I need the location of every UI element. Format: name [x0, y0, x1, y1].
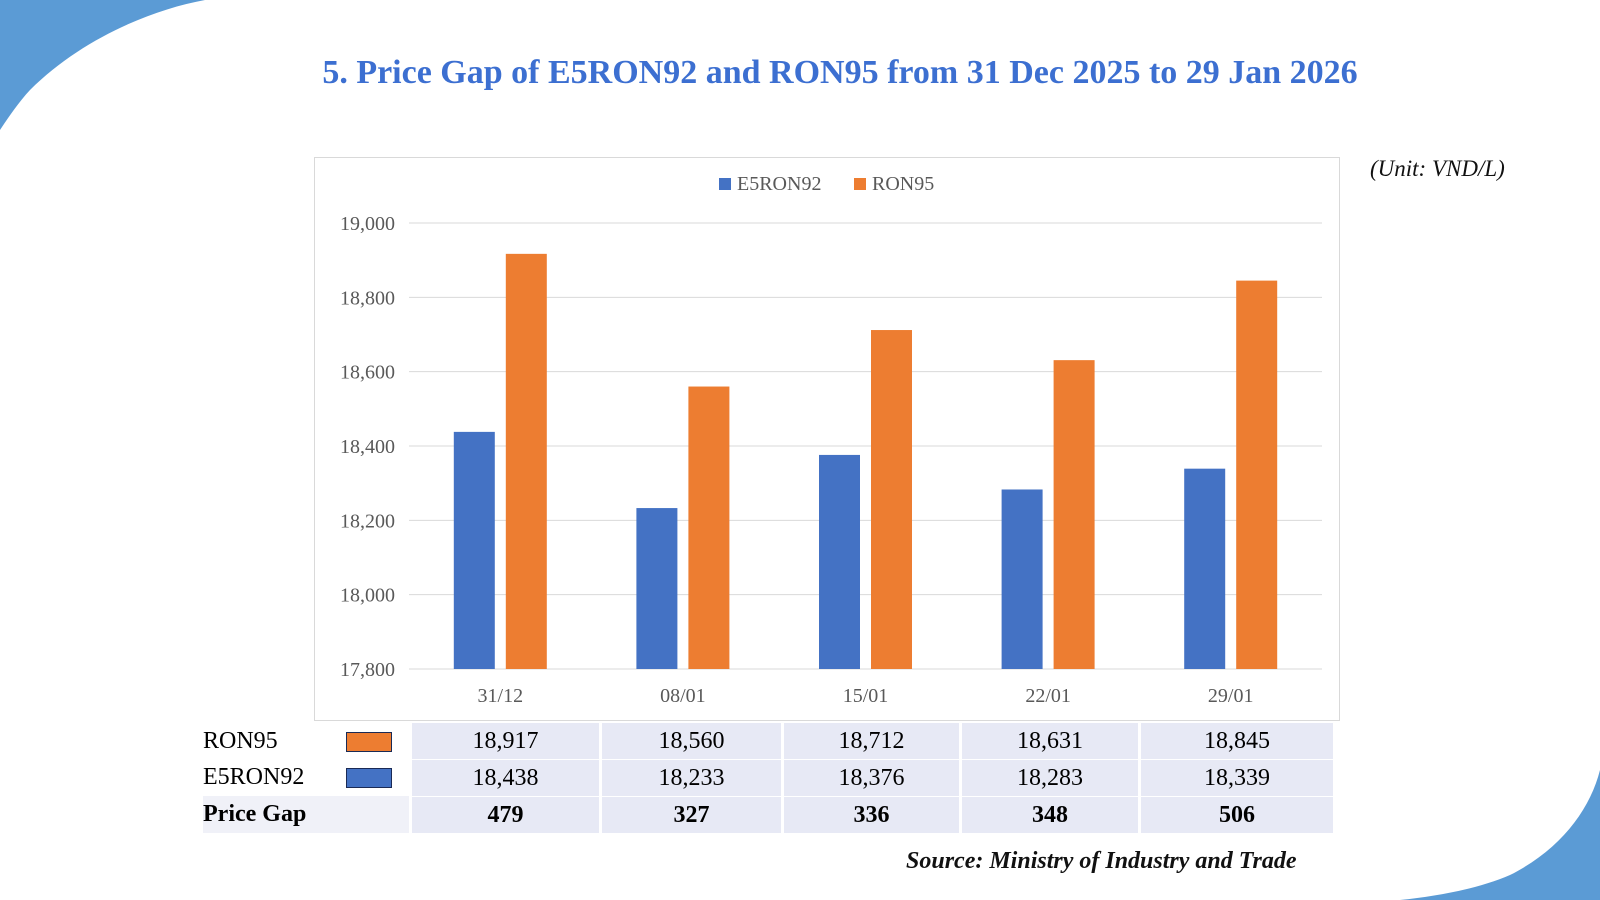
bar-e5ron92	[819, 454, 860, 669]
y-tick-label: 17,800	[340, 659, 395, 681]
table-row-e5ron92: E5RON92 18,438 18,233 18,376 18,283 18,3…	[203, 759, 1333, 796]
table-row-price-gap: Price Gap 479 327 336 348 506	[203, 796, 1333, 833]
x-tick-label: 15/01	[843, 685, 889, 707]
unit-label: (Unit: VND/L)	[1370, 156, 1505, 181]
row-label-text: RON95	[203, 727, 278, 754]
y-tick-label: 18,400	[340, 436, 395, 458]
y-tick-label: 18,000	[340, 585, 395, 607]
x-tick-label: 29/01	[1208, 685, 1254, 707]
y-tick-label: 18,600	[340, 362, 395, 384]
bar-ron95	[688, 386, 730, 669]
bar-ron95	[871, 330, 912, 669]
table-cell: 18,712	[781, 723, 959, 759]
row-label-text: E5RON92	[203, 764, 305, 790]
table-cell: 506	[1138, 796, 1333, 833]
bar-ron95	[505, 253, 547, 669]
table-cell: 18,438	[409, 759, 599, 796]
page-title: 5. Price Gap of E5RON92 and RON95 from 3…	[322, 54, 1358, 91]
row-label: Price Gap	[203, 796, 409, 833]
bar-ron95	[1236, 280, 1278, 669]
source-note: Source: Ministry of Industry and Trade	[906, 848, 1297, 874]
y-tick-label: 18,800	[340, 287, 395, 309]
table-row-ron95: RON95 18,917 18,560 18,712 18,631 18,845	[203, 723, 1333, 759]
row-label: E5RON92	[203, 759, 409, 796]
y-tick-label: 19,000	[340, 213, 395, 235]
table-cell: 336	[781, 796, 959, 833]
x-tick-label: 22/01	[1025, 685, 1071, 707]
table-cell: 18,631	[959, 723, 1138, 759]
table-cell: 327	[599, 796, 781, 833]
legend-label: RON95	[872, 173, 934, 195]
data-table: RON95 18,917 18,560 18,712 18,631 18,845…	[203, 723, 1333, 833]
ron95-swatch	[346, 732, 392, 752]
y-tick-label: 18,200	[340, 510, 395, 532]
bar-e5ron92	[453, 431, 495, 669]
legend-label: E5RON92	[737, 173, 821, 195]
bar-ron95	[1053, 360, 1095, 669]
table-cell: 18,917	[409, 723, 599, 759]
table-cell: 18,283	[959, 759, 1138, 796]
bar-e5ron92	[1184, 468, 1226, 669]
legend-swatch	[719, 178, 731, 190]
table-cell: 18,560	[599, 723, 781, 759]
legend-swatch	[854, 178, 866, 190]
price-bar-chart: 17,800 18,000 18,200 18,400 18,600 18,800 19,0…	[340, 173, 1322, 707]
x-tick-label: 08/01	[660, 685, 706, 707]
corner-decoration-top-left	[0, 0, 205, 130]
table-cell: 18,339	[1138, 759, 1333, 796]
bar-e5ron92	[1001, 489, 1043, 669]
table-cell: 18,233	[599, 759, 781, 796]
bar-e5ron92	[636, 508, 678, 669]
x-tick-label: 31/12	[478, 685, 524, 707]
table-cell: 479	[409, 796, 599, 833]
e5ron92-swatch	[346, 768, 392, 788]
table-cell: 18,376	[781, 759, 959, 796]
table-cell: 348	[959, 796, 1138, 833]
corner-decoration-bottom-right	[1400, 770, 1600, 900]
table-cell: 18,845	[1138, 723, 1333, 759]
row-label: RON95	[203, 723, 409, 759]
